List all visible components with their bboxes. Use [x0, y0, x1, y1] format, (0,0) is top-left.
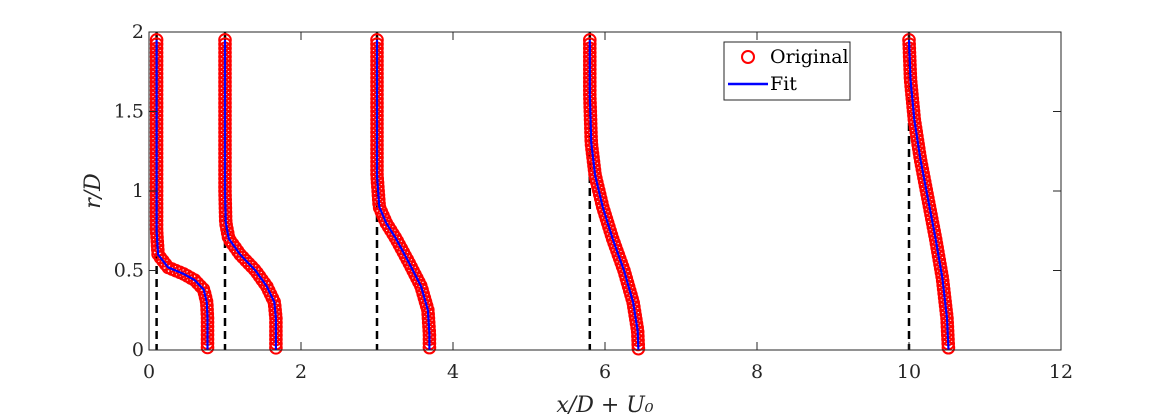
axis-ticks [148, 31, 1062, 351]
y-axis-label: r/D [81, 173, 106, 209]
y-tick-label: 2 [132, 21, 144, 43]
x-tick-label: 8 [751, 361, 763, 383]
fit-line-2 [375, 39, 431, 350]
x-tick-label: 6 [599, 361, 611, 383]
legend: Original Fit [723, 41, 851, 101]
x-axis-label: x/D + U₀ [556, 393, 653, 418]
tick-labels: 0 2 4 6 8 10 12 0 0.5 1 1.5 2 [114, 21, 1073, 383]
fit-line-4 [907, 39, 950, 351]
fit-line-0 [155, 39, 209, 350]
legend-original-label: Original [770, 46, 849, 68]
x-tick-label: 12 [1049, 361, 1073, 383]
fit-line-3 [588, 39, 640, 351]
legend-original-marker [741, 50, 755, 64]
y-tick-label: 1 [132, 180, 144, 202]
legend-fit-label: Fit [770, 73, 797, 95]
fit-line-1 [223, 39, 277, 350]
x-tick-label: 4 [447, 361, 459, 383]
y-tick-label: 0.5 [114, 260, 144, 282]
x-tick-label: 10 [897, 361, 921, 383]
y-tick-label: 0 [132, 339, 144, 361]
y-tick-label: 1.5 [114, 101, 144, 123]
fit-lines [155, 39, 950, 351]
x-tick-label: 2 [295, 361, 307, 383]
x-tick-label: 0 [143, 361, 155, 383]
original-marker [193, 279, 208, 293]
